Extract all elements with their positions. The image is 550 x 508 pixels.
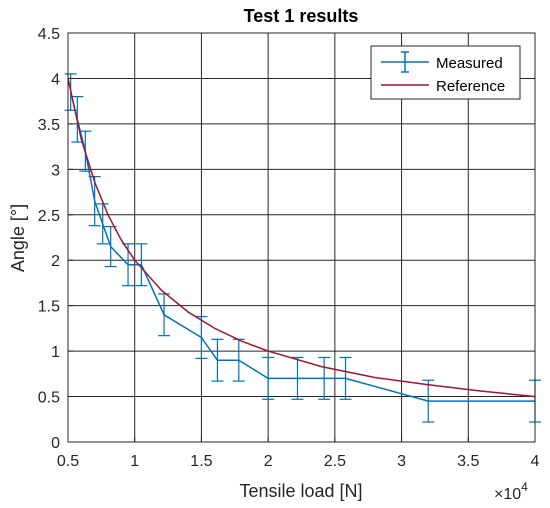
axes-frame — [67, 32, 536, 443]
x-tick-label: 2.5 — [324, 453, 346, 470]
x-tick-label: 1.5 — [190, 453, 212, 470]
error-bar-measured — [318, 356, 331, 400]
chart-title: Test 1 results — [244, 6, 359, 26]
error-bar-measured — [195, 315, 208, 359]
legend-label-reference: Reference — [436, 78, 505, 95]
y-tick-label: 4 — [51, 71, 60, 88]
x-tick-label: 3 — [397, 453, 406, 470]
legend-box — [370, 45, 521, 100]
x-tick-label: 4 — [531, 453, 540, 470]
y-tick-label: 3.5 — [38, 117, 60, 134]
x-exponent-power: 4 — [521, 480, 528, 494]
x-tick-label: 0.5 — [57, 453, 79, 470]
x-tick-label: 3.5 — [457, 453, 479, 470]
error-bar-measured — [96, 203, 109, 245]
error-bar-measured — [291, 356, 304, 400]
error-bar-measured — [422, 379, 435, 423]
legend: Measured Reference — [370, 45, 521, 100]
y-tick-label: 1 — [51, 344, 60, 361]
y-tick-label: 2.5 — [38, 208, 60, 225]
x-exponent-label: ×104 — [494, 480, 528, 503]
series-line-reference — [67, 78, 536, 398]
y-tick-label: 0 — [51, 435, 60, 452]
y-tick-label: 0.5 — [38, 390, 60, 407]
y-axis-label: Angle [°] — [8, 204, 28, 272]
y-tick-label: 3 — [51, 162, 60, 179]
error-bar-measured — [158, 293, 171, 337]
legend-label-measured: Measured — [436, 55, 503, 72]
x-tick-label: 2 — [264, 453, 273, 470]
series-line-measured — [69, 91, 535, 402]
error-bar-measured — [135, 243, 148, 287]
x-exponent-base: ×10 — [494, 486, 521, 503]
error-bar-measured — [262, 356, 275, 400]
y-tick-label: 4.5 — [38, 26, 60, 43]
error-bar-measured — [211, 338, 224, 382]
axes: 0.5 1 1.5 2 2.5 3 3.5 400.511.522.533.544.5 — [38, 26, 540, 470]
error-bar-measured — [88, 176, 101, 227]
x-axis-label: Tensile load [N] — [239, 481, 362, 501]
y-tick-label: 2 — [51, 253, 60, 270]
error-bar-measured — [339, 356, 352, 400]
y-tick-label: 1.5 — [38, 299, 60, 316]
x-tick-label: 1 — [130, 453, 139, 470]
